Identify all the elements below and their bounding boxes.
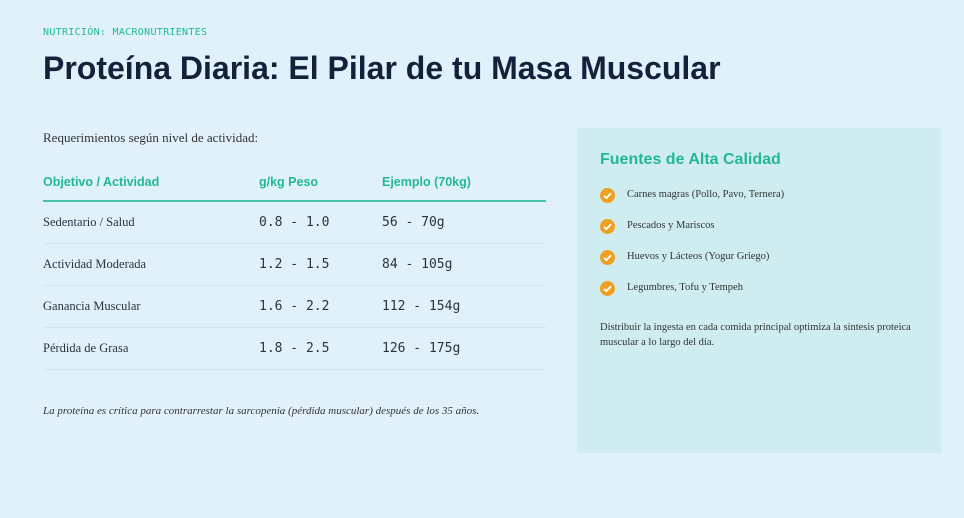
source-text: Pescados y Mariscos (627, 220, 715, 231)
source-item: Huevos y Lácteos (Yogur Griego) (600, 250, 784, 281)
source-item: Pescados y Mariscos (600, 219, 784, 250)
table-cell: 84 - 105g (382, 243, 546, 286)
title: Proteína Diaria: El Pilar de tu Masa Mus… (43, 50, 721, 86)
table-cell: 126 - 175g (382, 327, 546, 370)
column-header: Ejemplo (70kg) (382, 164, 546, 202)
sidebar-title: Fuentes de Alta Calidad (600, 151, 781, 168)
sidebar-text: Distribuir la ingesta en cada comida pri… (600, 322, 911, 348)
table-row: Actividad Moderada 1.2 - 1.5 84 - 105g (43, 243, 546, 286)
table-caption: Requerimientos según nivel de actividad: (43, 130, 259, 145)
source-list: Carnes magras (Pollo, Pavo, Ternera) Pesc… (600, 188, 784, 312)
table-row: Pérdida de Grasa 1.8 - 2.5 126 - 175g (43, 327, 546, 370)
source-text: Carnes magras (Pollo, Pavo, Ternera) (627, 189, 785, 200)
table-cell: Pérdida de Grasa (43, 327, 259, 370)
source-text: Legumbres, Tofu y Tempeh (627, 282, 743, 293)
source-item: Carnes magras (Pollo, Pavo, Ternera) (600, 188, 784, 219)
source-item: Legumbres, Tofu y Tempeh (600, 281, 784, 312)
table-cell: 1.6 - 2.2 (259, 285, 382, 328)
table-row: Sedentario / Salud 0.8 - 1.0 56 - 70g (43, 201, 546, 244)
check-icon (600, 188, 615, 203)
header-row: Objetivo / Actividad g/kg Peso Ejemplo (… (43, 164, 546, 202)
column-header: g/kg Peso (259, 164, 382, 202)
check-icon (600, 281, 615, 296)
column-header: Objetivo / Actividad (43, 164, 259, 202)
table-cell: Actividad Moderada (43, 243, 259, 286)
table-cell: Ganancia Muscular (43, 285, 259, 328)
table-cell: 0.8 - 1.0 (259, 201, 382, 244)
table-cell: 112 - 154g (382, 285, 546, 328)
table-cell: 1.8 - 2.5 (259, 327, 382, 370)
table: Objetivo / Actividad g/kg Peso Ejemplo (… (43, 164, 546, 370)
table-cell: Sedentario / Salud (43, 201, 259, 244)
source-text: Huevos y Lácteos (Yogur Griego) (627, 251, 770, 262)
table-row: Ganancia Muscular 1.6 - 2.2 112 - 154g (43, 285, 546, 328)
table-cell: 56 - 70g (382, 201, 546, 244)
check-icon (600, 250, 615, 265)
check-icon (600, 219, 615, 234)
eyebrow: NUTRICIÓN: MACRONUTRIENTES (43, 27, 208, 38)
sidebar: Fuentes de Alta Calidad Carnes magras (P… (577, 128, 941, 453)
note: La proteína es crítica para contrarresta… (43, 405, 480, 417)
table-cell: 1.2 - 1.5 (259, 243, 382, 286)
